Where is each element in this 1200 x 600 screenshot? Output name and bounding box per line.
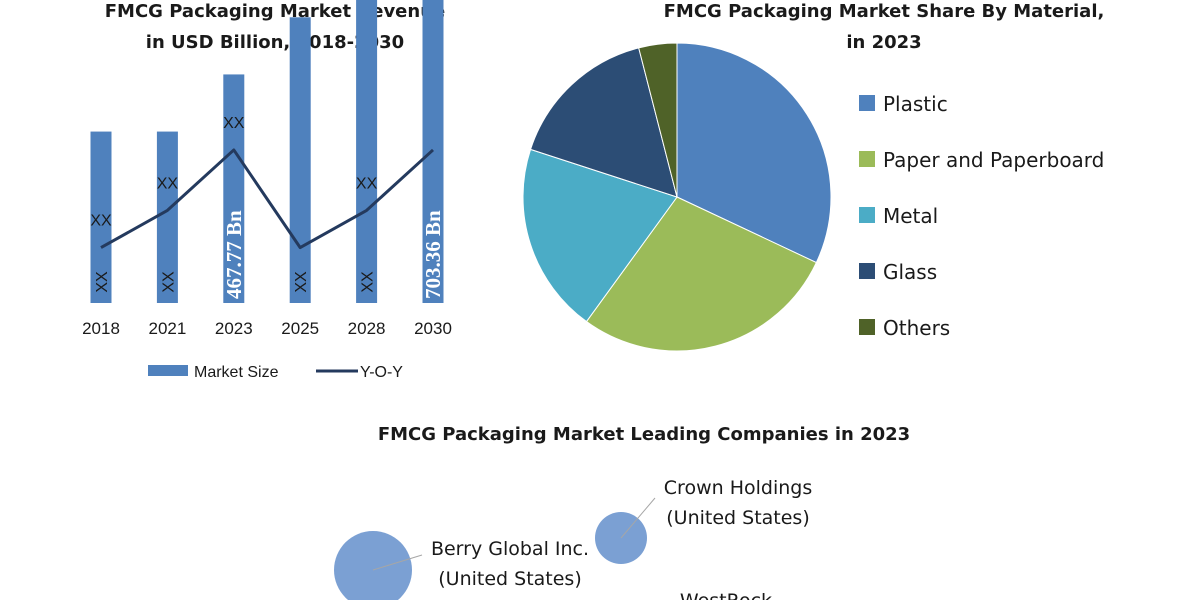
material-share-chart: FMCG Packaging Market Share By Material,… (522, 1, 1105, 352)
leading-companies: FMCG Packaging Market Leading Companies … (334, 424, 910, 600)
yoy-data-label: XX (90, 213, 112, 230)
x-tick-label: 2028 (348, 319, 386, 338)
revenue-legend: Market Size Y-O-Y (148, 364, 403, 381)
pie-legend-label: Glass (883, 260, 937, 284)
pie-legend-label: Paper and Paperboard (883, 148, 1104, 172)
pie-legend-swatch (859, 207, 875, 223)
material-legend: Plastic Paper and Paperboard Metal Glass Oth… (859, 92, 1104, 340)
bubble-westrock: WestRock (680, 590, 772, 600)
bar-data-label: XX (94, 271, 111, 293)
crown-holdings-country: (United States) (666, 507, 809, 529)
legend-market-size-swatch (148, 365, 188, 376)
pie-legend-label: Metal (883, 204, 938, 228)
x-tick-label: 2030 (414, 319, 452, 338)
crown-holdings-name: Crown Holdings (664, 477, 812, 499)
material-pie (522, 42, 832, 352)
pie-legend-swatch (859, 263, 875, 279)
bubble-crown-holdings: Crown Holdings (United States) (595, 477, 812, 564)
crown-holdings-leader-line (620, 497, 656, 539)
yoy-data-label: XX (223, 115, 245, 132)
companies-title: FMCG Packaging Market Leading Companies … (378, 424, 910, 445)
westrock-name: WestRock (680, 590, 772, 600)
bar-data-label: XX (160, 271, 177, 293)
bar-data-label: 703.36 Bn (421, 210, 445, 299)
bar-data-label: XX (360, 271, 377, 293)
yoy-data-label: XX (157, 175, 179, 192)
market-size-bar (90, 131, 112, 303)
legend-market-size-label: Market Size (194, 364, 279, 381)
pie-legend-swatch (859, 319, 875, 335)
berry-global-country: (United States) (438, 568, 581, 590)
berry-global-name: Berry Global Inc. (431, 538, 589, 560)
market-size-bar (356, 0, 378, 304)
legend-yoy-label: Y-O-Y (360, 364, 403, 381)
pie-slice (638, 42, 678, 198)
pie-legend-label: Others (883, 316, 950, 340)
bar-data-label: XX (293, 271, 310, 293)
pie-slice (676, 42, 832, 264)
material-chart-title-line-2: in 2023 (846, 32, 921, 53)
pie-slice (585, 196, 818, 352)
yoy-line-group: XX XX XX XX (90, 115, 435, 250)
x-tick-label: 2025 (281, 319, 319, 338)
berry-global-leader-line (372, 554, 423, 571)
market-size-bar (156, 131, 178, 303)
pie-legend-swatch (859, 95, 875, 111)
berry-global-bubble (334, 531, 412, 600)
yoy-data-label: XX (356, 175, 378, 192)
x-tick-label: 2023 (215, 319, 253, 338)
x-tick-label: 2021 (148, 319, 186, 338)
revenue-chart-title-line-2: in USD Billion, 2018-2030 (146, 32, 404, 53)
market-size-bar (289, 17, 311, 304)
revenue-chart: FMCG Packaging Market Revenue in USD Bil… (82, 0, 452, 381)
pie-slice (522, 148, 678, 323)
bar-data-label: 467.77 Bn (222, 210, 246, 299)
revenue-chart-title-line-1: FMCG Packaging Market Revenue (105, 1, 445, 22)
revenue-bars: XX XX 467.77 Bn XX XX 703.36 Bn (90, 0, 445, 304)
pie-legend-swatch (859, 151, 875, 167)
bubble-berry-global: Berry Global Inc. (United States) (334, 531, 589, 600)
pie-legend-label: Plastic (883, 92, 948, 116)
material-chart-title-line-1: FMCG Packaging Market Share By Material, (664, 1, 1105, 22)
x-tick-label: 2018 (82, 319, 120, 338)
revenue-x-ticks: 2018 2021 2023 2025 2028 2030 (82, 319, 452, 338)
pie-slice (529, 47, 678, 198)
market-size-bar (223, 74, 245, 303)
yoy-line (100, 148, 435, 250)
